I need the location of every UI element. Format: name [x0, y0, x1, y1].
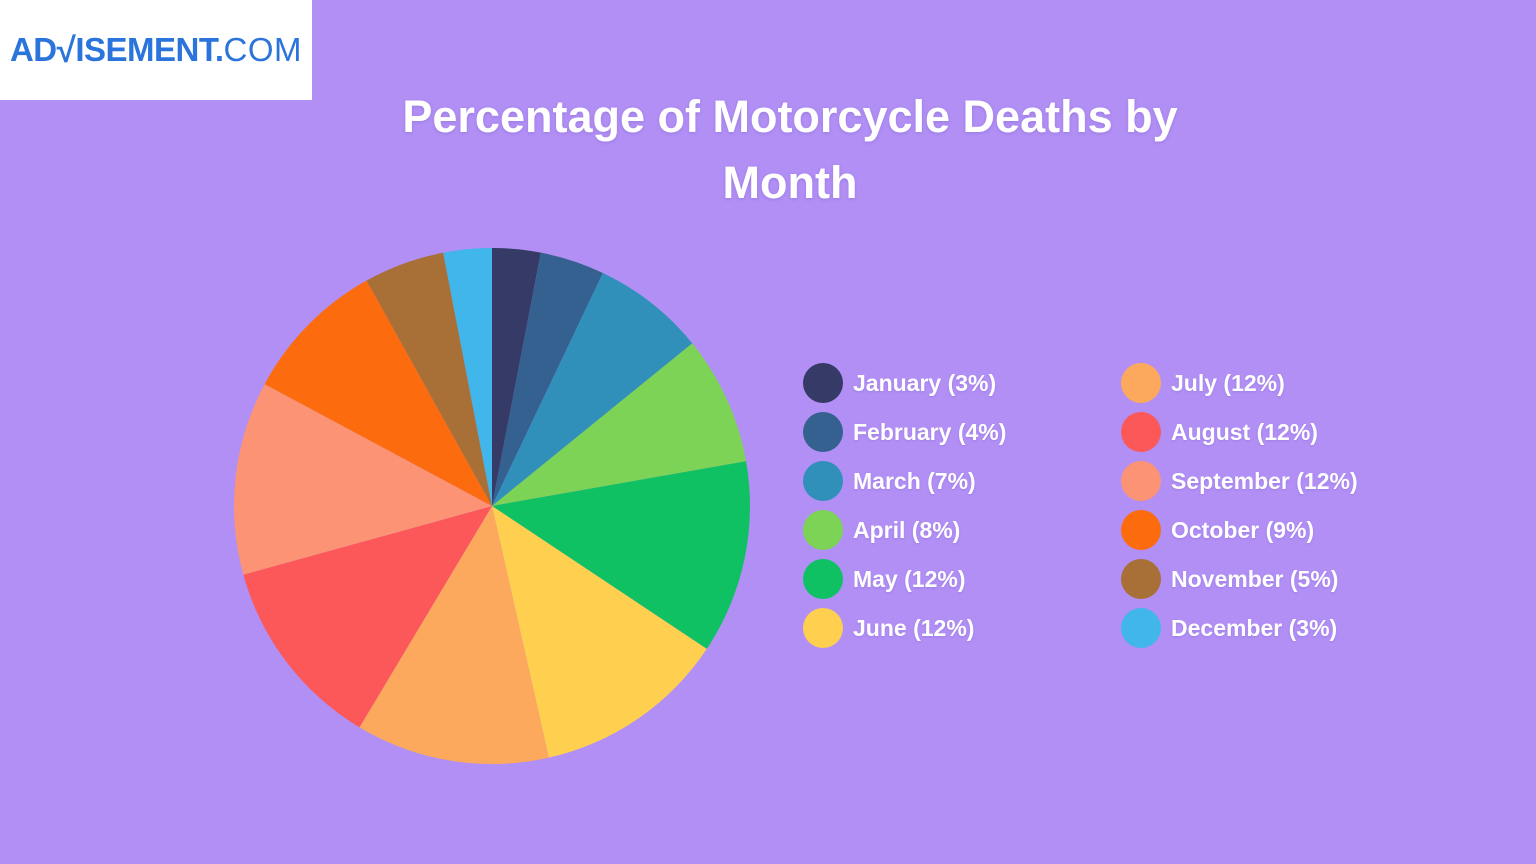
logo-text: AD√ISEMENT.COM — [10, 30, 302, 70]
legend-label-march: March (7%) — [853, 467, 976, 494]
logo: AD√ISEMENT.COM — [0, 0, 312, 100]
legend-item-december: December (3%) — [1121, 608, 1358, 648]
pie-slice-november — [366, 252, 492, 506]
pie-chart — [234, 248, 750, 764]
legend-color-dot-april — [803, 510, 843, 550]
pie-chart-svg — [234, 248, 750, 764]
pie-slice-may — [492, 461, 750, 649]
legend-item-january: January (3%) — [803, 363, 1006, 403]
legend-color-dot-october — [1121, 510, 1161, 550]
pie-slice-august — [243, 506, 492, 728]
legend-label-february: February (4%) — [853, 418, 1007, 445]
pie-slice-march — [492, 273, 693, 506]
legend-item-september: September (12%) — [1121, 461, 1358, 501]
legend-item-february: February (4%) — [803, 412, 1006, 452]
logo-stylized-v: √ — [56, 31, 76, 70]
legend-label-august: August (12%) — [1171, 418, 1318, 445]
legend-label-december: December (3%) — [1171, 614, 1338, 641]
legend-label-october: October (9%) — [1171, 516, 1315, 543]
pie-slice-december — [443, 248, 492, 506]
pie-slice-june — [492, 506, 707, 758]
chart-title: Percentage of Motorcycle Deaths by Month — [402, 91, 1178, 209]
legend-label-july: July (12%) — [1171, 369, 1285, 396]
legend-item-july: July (12%) — [1121, 363, 1358, 403]
legend-color-dot-january — [803, 363, 843, 403]
legend-item-april: April (8%) — [803, 510, 1006, 550]
legend-item-november: November (5%) — [1121, 559, 1358, 599]
legend-color-dot-august — [1121, 412, 1161, 452]
legend-column-right: July (12%) August (12%) September (12%) Oct… — [1121, 363, 1358, 648]
legend-color-dot-february — [803, 412, 843, 452]
logo-bold-suffix: ISEMENT. — [75, 31, 224, 68]
legend-color-dot-may — [803, 559, 843, 599]
pie-slice-october — [264, 280, 492, 506]
logo-bold-prefix: AD — [9, 31, 57, 68]
legend-label-april: April (8%) — [853, 516, 961, 543]
legend-label-september: September (12%) — [1171, 467, 1358, 494]
legend-item-may: May (12%) — [803, 559, 1006, 599]
pie-slice-february — [492, 252, 603, 506]
legend-color-dot-march — [803, 461, 843, 501]
legend-item-march: March (7%) — [803, 461, 1006, 501]
legend-item-october: October (9%) — [1121, 510, 1358, 550]
legend-color-dot-december — [1121, 608, 1161, 648]
legend-label-november: November (5%) — [1171, 565, 1339, 592]
pie-slice-january — [492, 248, 541, 506]
legend-color-dot-september — [1121, 461, 1161, 501]
pie-slice-july — [359, 506, 549, 764]
legend-item-august: August (12%) — [1121, 412, 1358, 452]
legend-label-june: June (12%) — [853, 614, 975, 641]
legend-column-left: January (3%) February (4%) March (7%) April… — [803, 363, 1006, 648]
legend-color-dot-november — [1121, 559, 1161, 599]
pie-slice-september — [234, 384, 492, 575]
logo-tld: COM — [223, 31, 303, 68]
pie-slice-april — [492, 343, 747, 506]
legend-item-june: June (12%) — [803, 608, 1006, 648]
legend-color-dot-june — [803, 608, 843, 648]
legend-label-may: May (12%) — [853, 565, 966, 592]
legend-color-dot-july — [1121, 363, 1161, 403]
legend-label-january: January (3%) — [853, 369, 997, 396]
